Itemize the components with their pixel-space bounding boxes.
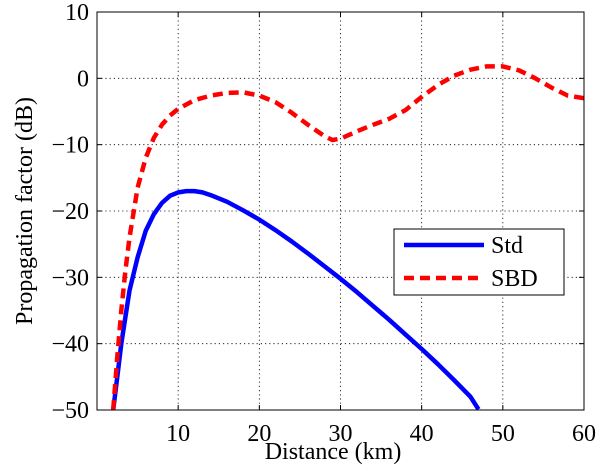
legend-label-std: Std: [491, 233, 523, 259]
x-tick-label: 40: [410, 421, 434, 447]
x-tick-label: 30: [329, 421, 353, 447]
legend: Std SBD: [393, 228, 565, 296]
y-tick-label: −20: [51, 199, 89, 225]
y-tick-label: −30: [51, 265, 89, 291]
x-tick-label: 10: [166, 421, 190, 447]
y-tick-label: 0: [77, 66, 89, 92]
series-line-std: [110, 188, 481, 411]
x-axis-label: Distance (km): [265, 439, 402, 465]
y-tick-label: −50: [51, 398, 89, 424]
y-axis-label: Propagation factor (dB): [12, 97, 38, 325]
x-axis-ticks: 10 20 30 40 50 60: [166, 12, 596, 447]
y-tick-label: −40: [51, 332, 89, 358]
legend-label-sbd: SBD: [491, 266, 538, 292]
grid: [97, 12, 584, 410]
x-tick-label: 60: [572, 421, 596, 447]
plot-series: [110, 64, 585, 411]
series-line-sbd: [110, 64, 585, 411]
x-tick-label: 20: [247, 421, 271, 447]
legend-box: [393, 228, 565, 296]
y-tick-label: 10: [65, 0, 89, 26]
y-axis-ticks: 10 0 −10 −20 −30 −40 −50: [51, 0, 584, 424]
y-tick-label: −10: [51, 133, 89, 159]
x-tick-label: 50: [491, 421, 515, 447]
